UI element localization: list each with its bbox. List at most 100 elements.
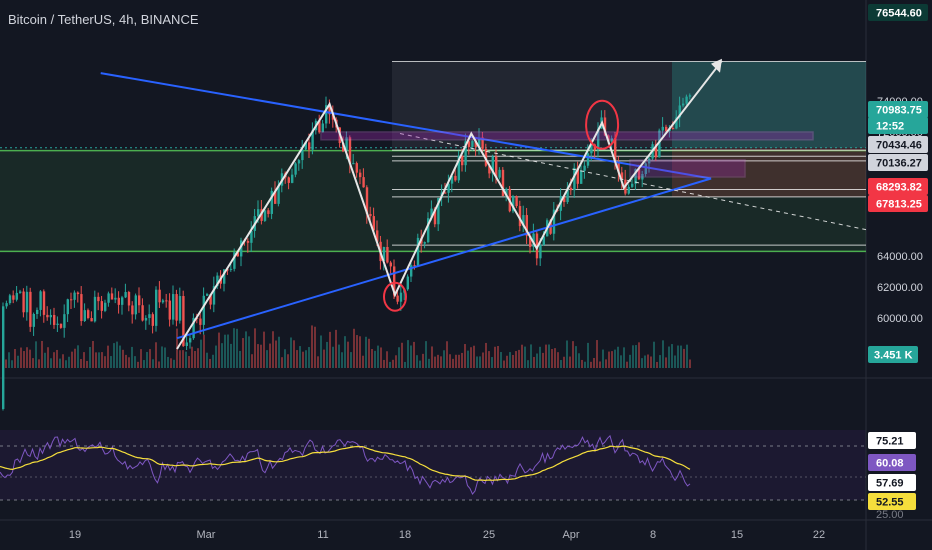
volume-bar [647, 354, 649, 368]
candle-body [104, 302, 107, 311]
candle-body [450, 175, 454, 184]
candle-body [182, 296, 185, 346]
candle-body [610, 138, 613, 142]
volume-bar [245, 331, 247, 368]
volume-bar [143, 360, 145, 368]
volume-bar [287, 354, 289, 368]
candle-body [355, 163, 358, 173]
volume-bar [59, 358, 61, 368]
volume-bar [11, 360, 13, 368]
volume-bar [554, 348, 556, 368]
candle-body [93, 296, 97, 322]
volume-bar [251, 354, 253, 368]
volume-bar [665, 357, 667, 368]
candle-body [498, 169, 501, 178]
volume-bar [257, 344, 259, 368]
volume-bar [536, 353, 538, 368]
volume-bar [140, 349, 142, 368]
candle-body [236, 252, 239, 257]
volume-bar [470, 347, 472, 368]
candle-body [648, 158, 651, 164]
volume-bar [161, 346, 163, 368]
candle-body [5, 303, 8, 307]
candle-body [2, 306, 5, 409]
candle-body [467, 141, 471, 147]
candle-body [270, 190, 273, 214]
candle-body [576, 167, 579, 184]
volume-bar [395, 355, 397, 368]
candle-body [423, 242, 426, 244]
candle-body [36, 309, 39, 315]
candle-body [53, 315, 56, 325]
volume-bar [344, 336, 346, 368]
volume-bar [53, 352, 55, 368]
volume-bar [656, 361, 658, 368]
volume-bar [104, 356, 106, 368]
volume-bar [557, 352, 559, 368]
volume-bar [353, 328, 355, 368]
volume-bar [413, 341, 415, 368]
volume-bar [263, 331, 265, 368]
candle-body [457, 155, 460, 181]
candle-body [376, 230, 379, 242]
candle-body [209, 294, 212, 305]
candle-body [512, 196, 515, 212]
candle-body [597, 128, 600, 150]
volume-bar [188, 356, 190, 368]
volume-bar [380, 347, 382, 368]
volume-bar [503, 360, 505, 368]
price-badge-label: 70434.46 [876, 140, 922, 152]
volume-bar [449, 354, 451, 368]
volume-bar [239, 350, 241, 368]
volume-bar [560, 360, 562, 368]
volume-bar [458, 354, 460, 368]
volume-bar [35, 341, 37, 368]
candle-body [359, 172, 362, 178]
volume-bar [317, 356, 319, 368]
price-badge-level [868, 154, 928, 171]
candle-body [382, 246, 386, 262]
candle-body [627, 186, 630, 194]
candle-body [515, 196, 518, 207]
candle-body [19, 291, 22, 293]
rsi-badge [868, 454, 916, 471]
price-badge-label: 70136.27 [876, 158, 922, 170]
volume-bar [149, 349, 151, 368]
volume-bar [197, 348, 199, 368]
volume-bar [566, 340, 568, 368]
volume-bar [473, 345, 475, 368]
volume-bar [128, 357, 130, 368]
rsi-badge [868, 474, 916, 491]
candle-body [566, 187, 569, 203]
candle-body [301, 149, 304, 161]
candle-body [427, 218, 430, 243]
candle-body [471, 140, 474, 147]
volume-bar [356, 335, 358, 368]
candle-body [311, 130, 314, 150]
candle-body [369, 213, 372, 217]
candle-body [518, 206, 522, 227]
volume-bar [500, 352, 502, 368]
volume-bar [179, 350, 181, 368]
candle-body [223, 269, 226, 284]
candle-body [661, 126, 664, 131]
volume-bar [8, 352, 10, 368]
candle-body [321, 123, 324, 133]
candle-body [233, 252, 236, 269]
volume-bar [350, 352, 352, 368]
volume-bar [371, 349, 373, 368]
volume-bar [110, 356, 112, 368]
volume-bar [377, 345, 379, 368]
volume-bar [494, 346, 496, 368]
candle-body [100, 301, 103, 311]
volume-bar [332, 346, 334, 368]
volume-bar [599, 361, 601, 368]
price-tick-label: 62000.00 [877, 282, 923, 294]
volume-bar [425, 341, 427, 368]
candle-body [352, 163, 355, 165]
candle-body [348, 137, 352, 164]
candle-body [161, 300, 165, 303]
candle-body [522, 215, 525, 227]
